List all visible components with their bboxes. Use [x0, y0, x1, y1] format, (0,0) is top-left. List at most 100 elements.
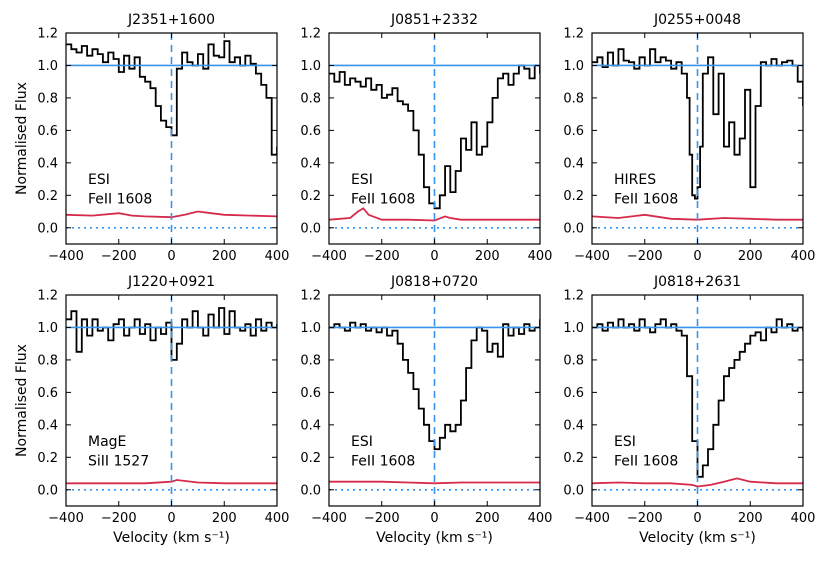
- x-tick-label: 0: [693, 249, 701, 264]
- panel-title: J2351+1600: [127, 12, 215, 28]
- x-tick-label: −200: [101, 249, 137, 264]
- x-tick-label: −200: [627, 511, 663, 526]
- x-tick-label: 200: [738, 511, 763, 526]
- error-spectrum-line: [329, 207, 540, 222]
- y-tick-label: 0.8: [300, 353, 321, 368]
- instrument-label: ESI: [351, 434, 373, 450]
- flux-spectrum-line: [592, 48, 803, 200]
- y-tick-label: 0.0: [300, 221, 321, 236]
- y-tick-label: 1.2: [37, 27, 58, 42]
- flux-spectrum-line: [329, 64, 540, 210]
- y-tick-label: 0.6: [563, 386, 584, 401]
- transition-label: SiII 1527: [88, 453, 149, 469]
- x-tick-label: 200: [475, 249, 500, 264]
- y-tick-label: 0.0: [37, 483, 58, 498]
- x-tick-label: 200: [212, 511, 237, 526]
- x-tick-label: 400: [791, 249, 816, 264]
- y-tick-label: 0.4: [300, 156, 321, 171]
- chart-panel-5: −400 −200 0 200 400 0.0 0.2 0.4 0.6 0.8 1.0 1.2 J081…: [563, 274, 815, 546]
- y-tick-label: 0.6: [300, 386, 321, 401]
- instrument-label: MagE: [88, 434, 126, 450]
- x-tick-label: 200: [738, 249, 763, 264]
- x-tick-label: 0: [430, 249, 438, 264]
- x-tick-label: −400: [48, 511, 84, 526]
- y-tick-label: 0.8: [563, 353, 584, 368]
- panel-title: J0851+2332: [390, 12, 478, 28]
- y-tick-label: 1.0: [37, 321, 58, 336]
- transition-label: FeII 1608: [614, 191, 678, 207]
- transition-label: FeII 1608: [351, 453, 415, 469]
- chart-panel-2: −400 −200 0 200 400 0.0 0.2 0.4 0.6 0.8 1.0 1.2 J025…: [563, 12, 815, 264]
- y-axis-label: Normalised Flux: [14, 344, 30, 457]
- panel-title: J1220+0921: [127, 274, 215, 290]
- panel-title: J0818+2631: [653, 274, 741, 290]
- y-tick-label: 0.0: [563, 483, 584, 498]
- x-axis-label: Velocity (km s⁻¹): [113, 530, 230, 546]
- instrument-label: HIRES: [614, 172, 656, 188]
- plot-frame: [328, 32, 541, 245]
- y-tick-label: 0.8: [300, 91, 321, 106]
- transition-label: FeII 1608: [88, 191, 152, 207]
- transition-label: FeII 1608: [614, 453, 678, 469]
- y-tick-label: 1.2: [37, 289, 58, 304]
- error-spectrum-line: [592, 477, 803, 488]
- x-tick-label: −400: [311, 249, 347, 264]
- x-tick-label: 200: [212, 249, 237, 264]
- y-tick-label: 1.0: [563, 59, 584, 74]
- x-tick-label: 0: [430, 511, 438, 526]
- y-tick-label: 0.6: [37, 124, 58, 139]
- x-tick-label: 0: [693, 511, 701, 526]
- y-tick-label: 0.8: [37, 353, 58, 368]
- x-tick-label: 400: [265, 249, 290, 264]
- y-tick-label: 1.2: [300, 289, 321, 304]
- plot-area: [66, 295, 277, 506]
- plot-area: [66, 33, 277, 244]
- x-tick-label: −200: [627, 249, 663, 264]
- chart-panel-4: −400 −200 0 200 400 0.0 0.2 0.4 0.6 0.8 1.0 1.2 J081…: [300, 274, 552, 546]
- y-tick-label: 0.2: [563, 451, 584, 466]
- y-tick-label: 0.0: [563, 221, 584, 236]
- y-tick-label: 1.0: [300, 321, 321, 336]
- transition-label: FeII 1608: [351, 191, 415, 207]
- x-axis-label: Velocity (km s⁻¹): [376, 530, 493, 546]
- x-axis-label: Velocity (km s⁻¹): [639, 530, 756, 546]
- instrument-label: ESI: [88, 172, 110, 188]
- chart-panel-1: −400 −200 0 200 400 0.0 0.2 0.4 0.6 0.8 1.0 1.2 J085…: [300, 12, 552, 264]
- y-tick-label: 1.2: [563, 289, 584, 304]
- x-tick-label: 200: [475, 511, 500, 526]
- y-tick-label: 0.4: [300, 418, 321, 433]
- panel-title: J0255+0048: [653, 12, 741, 28]
- y-tick-label: 0.4: [37, 418, 58, 433]
- plot-area: [329, 295, 540, 506]
- x-tick-label: −200: [364, 511, 400, 526]
- plot-area: [329, 33, 540, 244]
- x-tick-label: 0: [167, 249, 175, 264]
- error-spectrum-line: [66, 479, 277, 485]
- x-tick-label: −200: [364, 249, 400, 264]
- y-tick-label: 1.0: [300, 59, 321, 74]
- x-tick-label: 0: [167, 511, 175, 526]
- chart-panel-3: −400 −200 0 200 400 0.0 0.2 0.4 0.6 0.8 1.0 1.2 J122…: [14, 274, 289, 546]
- x-tick-label: 400: [791, 511, 816, 526]
- y-tick-label: 0.0: [37, 221, 58, 236]
- y-tick-label: 1.0: [37, 59, 58, 74]
- x-tick-label: −400: [574, 249, 610, 264]
- y-tick-label: 0.2: [300, 189, 321, 204]
- y-tick-label: 0.2: [37, 451, 58, 466]
- y-tick-label: 0.6: [563, 124, 584, 139]
- instrument-label: ESI: [614, 434, 636, 450]
- y-tick-label: 0.8: [37, 91, 58, 106]
- y-tick-label: 0.6: [37, 386, 58, 401]
- y-tick-label: 0.2: [563, 189, 584, 204]
- error-spectrum-line: [329, 480, 540, 485]
- x-tick-label: −400: [48, 249, 84, 264]
- y-tick-label: 1.2: [300, 27, 321, 42]
- y-tick-label: 0.4: [37, 156, 58, 171]
- x-tick-label: 400: [265, 511, 290, 526]
- x-tick-label: −200: [101, 511, 137, 526]
- y-tick-label: 1.0: [563, 321, 584, 336]
- error-spectrum-line: [66, 210, 277, 219]
- y-axis-label: Normalised Flux: [14, 82, 30, 195]
- panel-title: J0818+0720: [390, 274, 478, 290]
